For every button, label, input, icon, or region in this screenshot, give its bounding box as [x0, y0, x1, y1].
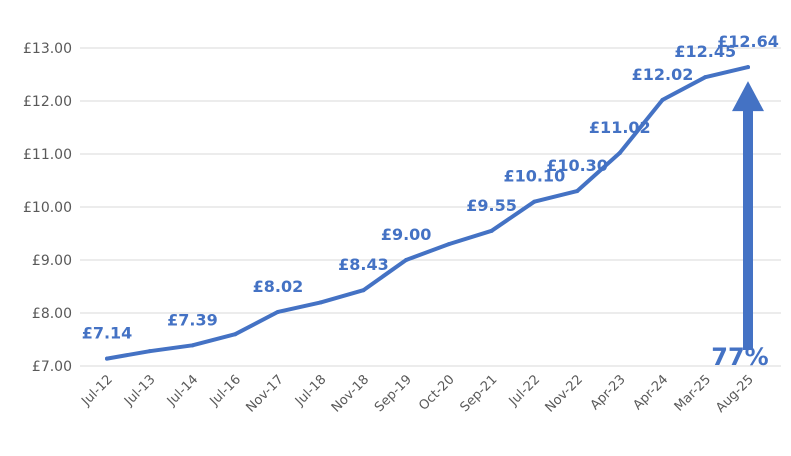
y-tick-label: £8.00 — [32, 306, 72, 322]
x-tick-label: Jul-12 — [78, 372, 115, 409]
y-tick-label: £13.00 — [23, 41, 72, 57]
x-tick-label: Nov-17 — [243, 372, 286, 415]
x-tick-label: Jul-16 — [207, 372, 244, 409]
data-label: £12.45 — [674, 42, 736, 61]
annotation-layer: 77% — [711, 81, 769, 371]
x-tick-label: Nov-18 — [329, 372, 372, 415]
x-tick-label: Nov-22 — [543, 372, 586, 415]
data-point — [660, 97, 665, 102]
data-label: £10.10 — [503, 167, 565, 186]
data-label: £8.02 — [253, 277, 304, 296]
data-label: £7.39 — [167, 310, 218, 329]
gridlines — [80, 47, 781, 367]
data-point — [190, 343, 195, 348]
data-point — [318, 300, 323, 305]
data-point — [446, 242, 451, 247]
x-tick-label: Sep-21 — [457, 372, 500, 415]
data-point — [489, 228, 494, 233]
x-tick-label: Jul-14 — [164, 372, 201, 409]
x-tick-label: Mar-25 — [672, 372, 714, 414]
data-label: £11.02 — [589, 118, 651, 137]
data-point — [532, 199, 537, 204]
data-point — [147, 349, 152, 354]
data-point — [703, 75, 708, 80]
annotation-percent-label: 77% — [711, 343, 768, 371]
data-label: £10.30 — [546, 156, 608, 175]
annotation-arrowhead — [732, 81, 764, 112]
annotation-arrow-shaft — [743, 109, 753, 350]
data-point — [233, 332, 238, 337]
series-layer — [105, 65, 750, 361]
y-tick-label: £11.00 — [23, 147, 72, 163]
data-labels: £7.14 £7.39 £8.02 £8.43 £9.00 £9.55 £10.10£10.… — [82, 32, 779, 343]
series-line — [105, 65, 750, 361]
y-tick-label: £7.00 — [32, 359, 72, 375]
x-tick-label: Oct-20 — [416, 372, 458, 414]
y-tick-label: £12.00 — [23, 94, 72, 110]
data-point — [361, 288, 366, 293]
y-tick-label: £9.00 — [32, 253, 72, 269]
data-label: £12.02 — [632, 65, 694, 84]
data-label: £9.55 — [466, 196, 517, 215]
x-axis-tick-labels: Jul-12 Jul-13 Jul-14 Jul-16 Nov-17 Jul-18 Nov-… — [78, 372, 756, 416]
x-tick-label: Apr-24 — [630, 372, 671, 413]
data-point — [617, 150, 622, 155]
y-axis-tick-labels: £7.00 £8.00 £9.00 £10.00 £11.00 £12.00 £13.00 — [23, 41, 72, 375]
data-label: £9.00 — [381, 225, 432, 244]
data-point — [275, 309, 280, 314]
x-tick-label: Apr-23 — [588, 372, 629, 413]
x-tick-label: Jul-13 — [121, 372, 158, 409]
x-tick-label: Sep-19 — [372, 372, 415, 415]
data-label: £8.43 — [338, 255, 389, 274]
x-tick-label: Jul-18 — [292, 372, 329, 409]
data-point — [105, 356, 109, 361]
x-tick-label: Aug-25 — [713, 372, 757, 416]
data-point — [575, 189, 580, 194]
y-tick-label: £10.00 — [23, 200, 72, 216]
data-label: £12.64 — [717, 32, 779, 51]
data-label: £7.14 — [82, 324, 133, 343]
x-tick-label: Jul-22 — [506, 372, 543, 409]
data-point — [404, 258, 409, 262]
data-point — [746, 65, 750, 70]
